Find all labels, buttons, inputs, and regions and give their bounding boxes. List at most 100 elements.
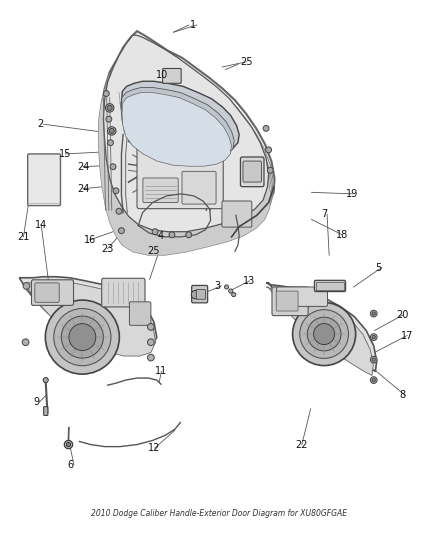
FancyBboxPatch shape <box>28 154 60 206</box>
Polygon shape <box>25 282 155 356</box>
Ellipse shape <box>372 335 375 339</box>
FancyBboxPatch shape <box>277 287 328 306</box>
Text: 18: 18 <box>336 230 348 240</box>
Ellipse shape <box>119 228 124 233</box>
Ellipse shape <box>69 324 96 351</box>
Ellipse shape <box>152 229 158 235</box>
Ellipse shape <box>108 127 116 135</box>
Ellipse shape <box>110 164 116 169</box>
Text: 9: 9 <box>33 397 39 407</box>
Text: 8: 8 <box>399 391 405 400</box>
Ellipse shape <box>169 232 175 238</box>
Text: 2: 2 <box>37 119 44 130</box>
FancyBboxPatch shape <box>196 289 205 299</box>
FancyBboxPatch shape <box>192 286 208 303</box>
Text: 2010 Dodge Caliber Handle-Exterior Door Diagram for XU80GFGAE: 2010 Dodge Caliber Handle-Exterior Door … <box>91 508 347 518</box>
Ellipse shape <box>263 125 269 131</box>
Text: 13: 13 <box>244 276 256 286</box>
Ellipse shape <box>46 300 119 374</box>
Ellipse shape <box>109 128 114 133</box>
FancyBboxPatch shape <box>162 68 181 83</box>
FancyBboxPatch shape <box>314 280 346 292</box>
FancyBboxPatch shape <box>137 134 223 209</box>
Text: 22: 22 <box>296 440 308 449</box>
Text: 16: 16 <box>84 235 96 245</box>
Ellipse shape <box>372 378 375 382</box>
Polygon shape <box>121 87 234 161</box>
Text: 5: 5 <box>375 263 381 272</box>
Ellipse shape <box>107 106 112 110</box>
Text: 1: 1 <box>191 20 197 30</box>
Ellipse shape <box>108 140 113 146</box>
Polygon shape <box>98 46 271 255</box>
Ellipse shape <box>224 285 229 289</box>
FancyBboxPatch shape <box>102 278 145 307</box>
Text: 14: 14 <box>35 220 47 230</box>
Polygon shape <box>102 31 275 240</box>
Ellipse shape <box>267 167 273 173</box>
Ellipse shape <box>106 116 112 122</box>
FancyBboxPatch shape <box>44 407 48 415</box>
Text: 25: 25 <box>148 246 160 256</box>
Text: 24: 24 <box>77 184 89 193</box>
FancyBboxPatch shape <box>130 302 151 325</box>
FancyBboxPatch shape <box>272 287 308 316</box>
Polygon shape <box>121 81 239 155</box>
Ellipse shape <box>307 317 341 351</box>
Ellipse shape <box>54 309 111 366</box>
Polygon shape <box>101 35 273 244</box>
Polygon shape <box>19 277 157 351</box>
Ellipse shape <box>148 324 154 330</box>
Text: 12: 12 <box>148 443 161 453</box>
Ellipse shape <box>61 316 103 358</box>
Ellipse shape <box>293 303 356 366</box>
Ellipse shape <box>300 310 349 358</box>
Text: 7: 7 <box>321 209 327 219</box>
Ellipse shape <box>314 324 335 344</box>
Text: 4: 4 <box>158 231 164 241</box>
Polygon shape <box>266 283 377 372</box>
FancyBboxPatch shape <box>143 178 178 203</box>
FancyBboxPatch shape <box>276 291 298 311</box>
Ellipse shape <box>113 188 119 193</box>
Text: 20: 20 <box>396 310 409 320</box>
Polygon shape <box>99 43 272 251</box>
Ellipse shape <box>371 310 377 317</box>
Text: 25: 25 <box>240 57 253 67</box>
Ellipse shape <box>22 339 29 345</box>
FancyBboxPatch shape <box>32 280 74 305</box>
FancyBboxPatch shape <box>222 201 252 227</box>
Ellipse shape <box>148 354 154 361</box>
Text: 23: 23 <box>101 244 113 254</box>
Ellipse shape <box>371 377 377 383</box>
Text: 15: 15 <box>59 149 71 159</box>
Text: 11: 11 <box>155 366 167 376</box>
Ellipse shape <box>67 442 71 447</box>
Text: 6: 6 <box>67 459 74 470</box>
FancyBboxPatch shape <box>240 157 264 187</box>
Ellipse shape <box>371 334 377 341</box>
Text: 10: 10 <box>156 70 168 79</box>
Ellipse shape <box>106 104 114 112</box>
Text: 17: 17 <box>401 330 413 341</box>
Polygon shape <box>100 39 272 247</box>
Text: 24: 24 <box>77 161 89 172</box>
Text: 19: 19 <box>346 189 358 199</box>
Ellipse shape <box>191 290 200 299</box>
Ellipse shape <box>372 358 375 361</box>
Ellipse shape <box>186 232 192 238</box>
Ellipse shape <box>148 339 154 345</box>
Polygon shape <box>266 287 373 375</box>
Ellipse shape <box>64 440 73 449</box>
Ellipse shape <box>371 356 377 363</box>
Ellipse shape <box>372 312 375 315</box>
Ellipse shape <box>103 91 109 96</box>
Ellipse shape <box>23 282 30 289</box>
Text: 21: 21 <box>17 232 29 242</box>
FancyBboxPatch shape <box>182 171 216 204</box>
Ellipse shape <box>43 377 48 383</box>
Ellipse shape <box>229 289 233 293</box>
FancyBboxPatch shape <box>35 283 59 302</box>
Ellipse shape <box>266 147 272 153</box>
FancyBboxPatch shape <box>243 161 261 182</box>
